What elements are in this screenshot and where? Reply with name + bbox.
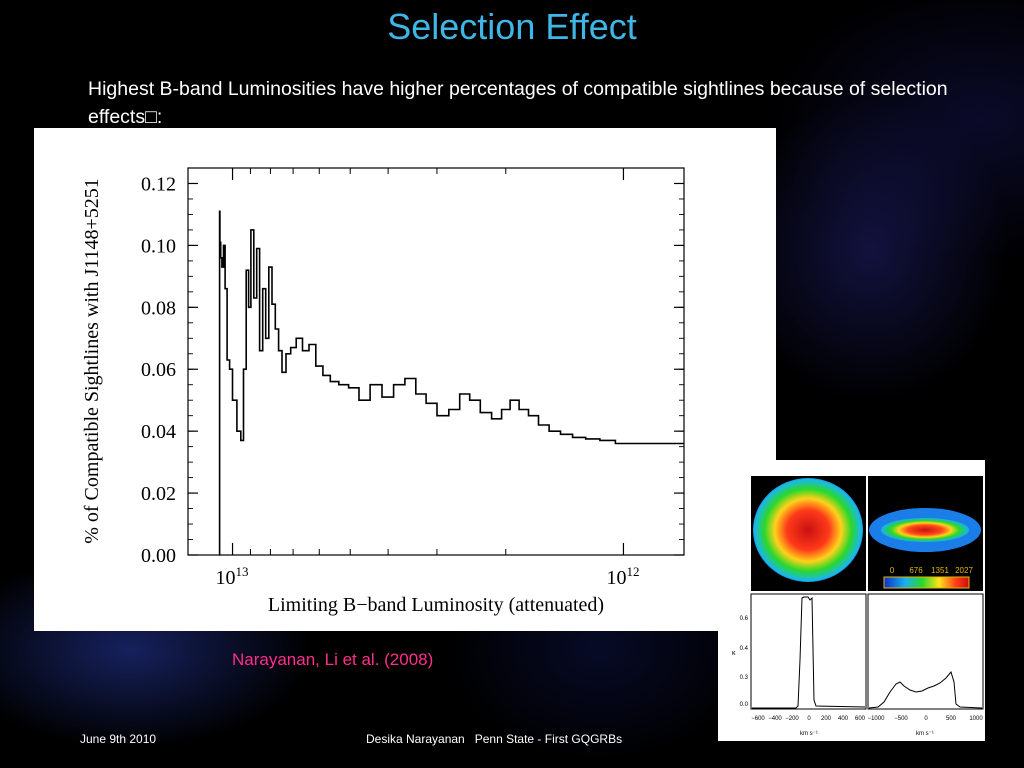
spectrum-left-xtick: −600	[751, 716, 765, 722]
spectrum-left-xtick: 0	[807, 716, 811, 722]
colorbar-tick-label: 676	[909, 566, 923, 575]
spectrum-right-line	[868, 670, 983, 709]
spectrum-right-xtick: 1000	[969, 716, 983, 722]
spectrum-right-ticks: −1000 −500 0 500 1000	[868, 716, 984, 722]
y-tick-label: 0.08	[141, 297, 176, 319]
spectrum-left-line	[752, 596, 866, 709]
y-tick-label: 0.00	[141, 545, 176, 567]
inset-figure-svg: 0 676 1351 2027 −600 −400 −200 0 200 400 600 0.0 0.…	[732, 476, 984, 737]
spectrum-left-xtick: 600	[855, 716, 866, 722]
footer-presenter: Desika Narayanan Penn State - First GQGR…	[366, 732, 623, 746]
series-line	[218, 210, 684, 556]
spectrum-left-ytick: 0.4	[740, 646, 749, 652]
y-tick-label: 0.04	[141, 421, 176, 443]
spectrum-right-xtick: 500	[946, 716, 957, 722]
spectrum-right-xtick: −500	[894, 716, 908, 722]
x-axis-label: Limiting B−band Luminosity (attenuated)	[268, 594, 604, 616]
spectrum-left-xtick: −400	[768, 716, 782, 722]
x-tick-label: 1013	[216, 564, 249, 589]
y-tick-label: 0.02	[141, 483, 176, 505]
x-ticks: 1013 1012	[216, 168, 639, 589]
spectrum-left-xtick: −200	[785, 716, 799, 722]
y-axis-label: % of Compatible Sightlines with J1148+52…	[81, 178, 103, 544]
inset-figure: 0 676 1351 2027 −600 −400 −200 0 200 400 600 0.0 0.…	[718, 460, 985, 741]
x-tick-label: 1012	[606, 564, 639, 589]
main-chart-panel: 0.00 0.02 0.04 0.06 0.08 0.10 0.12 1013 1012 Li…	[34, 128, 776, 631]
spectrum-right-xtick: 0	[924, 716, 928, 722]
slide-title: Selection Effect	[387, 6, 637, 47]
y-ticks: 0.00 0.02 0.04 0.06 0.08 0.10 0.12	[141, 173, 684, 567]
colorbar-tick-label: 1351	[931, 566, 949, 575]
slide-subtitle: Highest B-band Luminosities have higher …	[88, 78, 948, 128]
spectrum-left-ytick: 0.6	[740, 616, 749, 622]
spectrum-right-frame	[867, 593, 984, 710]
colorbar-tick-label: 2027	[955, 566, 973, 575]
spectrum-left-ylabel: κ	[732, 650, 736, 657]
colorbar-ticks: 0 676 1351 2027	[890, 566, 974, 575]
plot-frame	[187, 167, 685, 556]
spectrum-left-xlabel: km s⁻¹	[800, 731, 818, 737]
spectrum-left-xtick: 200	[821, 716, 832, 722]
heatmap-edge-on-blob	[881, 518, 969, 542]
y-tick-label: 0.06	[141, 359, 176, 381]
footer-date: June 9th 2010	[80, 732, 157, 746]
spectrum-left-frame	[750, 593, 867, 710]
spectrum-left-ytick: 0.3	[740, 675, 749, 681]
colorbar	[883, 576, 970, 589]
spectrum-left-xtick: 400	[838, 716, 849, 722]
y-tick-label: 0.12	[141, 173, 176, 195]
colorbar-tick-label: 0	[890, 566, 895, 575]
citation: Narayanan, Li et al. (2008)	[232, 650, 434, 669]
spectrum-left-ticks: −600 −400 −200 0 200 400 600 0.0 0.3 0.4 0.6	[740, 616, 866, 722]
main-chart: 0.00 0.02 0.04 0.06 0.08 0.10 0.12 1013 1012 Li…	[81, 167, 685, 616]
y-tick-label: 0.10	[141, 235, 176, 257]
spectrum-left-ytick: 0.0	[740, 702, 749, 708]
spectrum-right-xtick: −1000	[868, 716, 886, 722]
heatmap-face-on-blob	[753, 478, 863, 582]
spectrum-right-xlabel: km s⁻¹	[916, 731, 934, 737]
